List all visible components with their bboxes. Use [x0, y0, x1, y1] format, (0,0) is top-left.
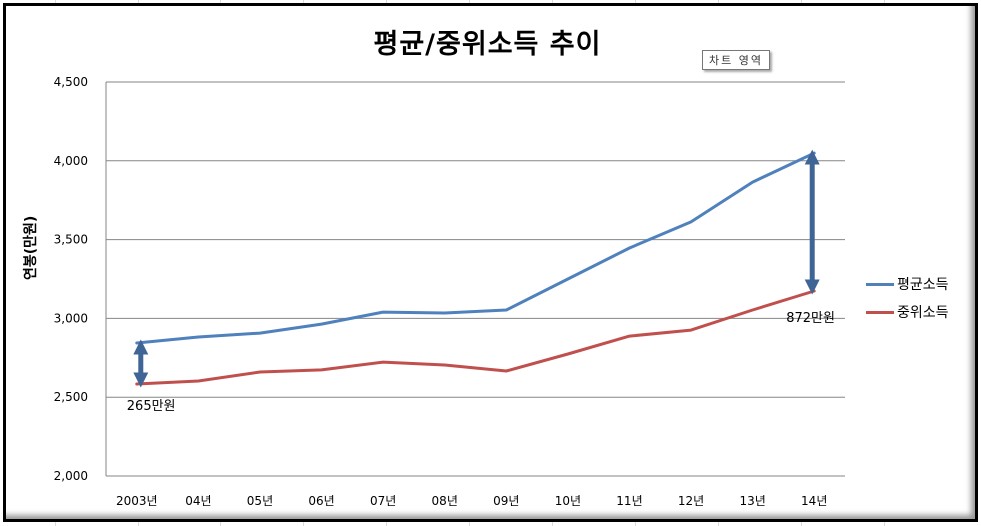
x-tick-label: 06년 [308, 494, 334, 508]
series-line[interactable] [135, 289, 816, 386]
x-tick-label: 07년 [370, 494, 396, 508]
series-line[interactable] [135, 151, 816, 345]
x-tick-label: 2003년 [116, 494, 158, 508]
x-tick-label: 08년 [432, 494, 458, 508]
y-tick-label: 3,000 [54, 311, 88, 325]
x-tick-label: 10년 [555, 494, 581, 508]
gap-label[interactable]: 872만원 [786, 311, 835, 326]
x-tick-label: 12년 [678, 494, 704, 508]
x-tick-label: 13년 [739, 494, 765, 508]
chart-area-tooltip: 차트 영역 [702, 50, 770, 70]
x-tick-label: 11년 [616, 494, 642, 508]
y-tick-label: 4,000 [54, 154, 88, 168]
y-tick-label: 3,500 [54, 233, 88, 247]
legend-item[interactable]: 중위소득 [866, 298, 949, 326]
y-tick-label: 2,000 [54, 469, 88, 483]
legend-line-icon [866, 310, 894, 314]
legend-label: 중위소득 [897, 305, 949, 321]
y-tick-label: 4,500 [54, 75, 88, 89]
x-tick-label: 09년 [493, 494, 519, 508]
legend-item[interactable]: 평균소득 [866, 270, 949, 298]
x-tick-label: 04년 [185, 494, 211, 508]
y-tick-label: 2,500 [54, 390, 88, 404]
x-tick-label: 14년 [801, 494, 827, 508]
gap-label[interactable]: 265만원 [127, 399, 176, 414]
legend-line-icon [866, 282, 894, 286]
x-tick-label: 05년 [247, 494, 273, 508]
legend-label: 평균소득 [897, 277, 949, 293]
chart-title[interactable]: 평균/중위소득 추이 [373, 29, 602, 60]
